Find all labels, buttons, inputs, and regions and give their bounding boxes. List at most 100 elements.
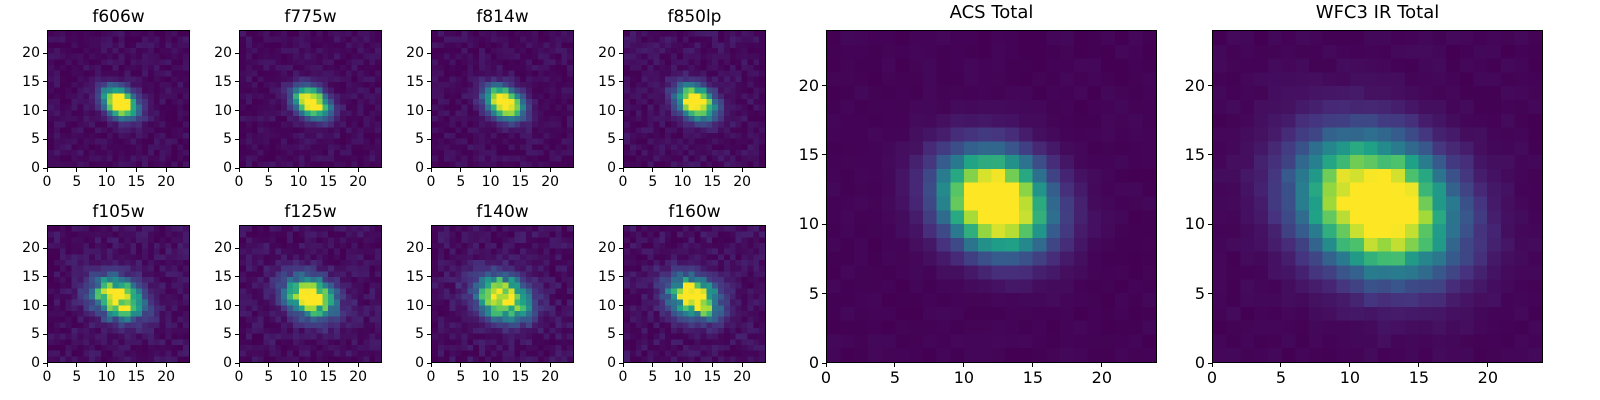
y-tick-label: 10	[406, 102, 424, 119]
y-tick-label: 15	[214, 73, 232, 90]
y-tick-mark	[43, 333, 47, 335]
y-tick-mark	[43, 138, 47, 140]
panel-title-f105w: f105w	[92, 202, 145, 222]
y-tick-label: 5	[223, 131, 232, 148]
heatmap-acs-total	[827, 31, 1156, 362]
y-tick-label: 20	[214, 240, 232, 256]
y-tick-label: 20	[22, 45, 40, 61]
y-tick-mark	[822, 154, 826, 156]
x-tick-label: 10	[289, 369, 308, 385]
x-tick-mark	[1418, 363, 1420, 367]
x-tick-label: 5	[1275, 368, 1287, 387]
y-tick-label: 5	[1194, 283, 1205, 303]
x-tick-label: 20	[733, 174, 752, 190]
y-tick-label: 10	[22, 297, 40, 314]
y-tick-mark	[427, 52, 431, 54]
y-tick-label: 0	[607, 160, 616, 176]
y-tick-mark	[619, 81, 623, 83]
y-tick-mark	[619, 138, 623, 140]
y-tick-mark	[619, 276, 623, 278]
y-tick-mark	[427, 362, 431, 364]
y-tick-label: 15	[798, 144, 819, 164]
x-tick-mark	[135, 168, 137, 172]
plot-f850lp	[623, 30, 766, 168]
x-tick-mark	[741, 168, 743, 172]
x-tick-mark	[135, 363, 137, 367]
panel-title-f814w: f814w	[476, 7, 529, 27]
plot-f125w	[239, 225, 382, 363]
y-tick-label: 5	[415, 131, 424, 148]
y-tick-mark	[235, 362, 239, 364]
plot-acs-total	[826, 30, 1157, 363]
y-tick-label: 10	[214, 102, 232, 119]
x-tick-mark	[894, 363, 896, 367]
x-tick-mark	[519, 363, 521, 367]
y-tick-mark	[43, 305, 47, 306]
x-tick-label: 15	[1022, 368, 1044, 387]
x-tick-label: 0	[426, 369, 436, 385]
y-tick-mark	[822, 362, 826, 364]
x-tick-label: 0	[1206, 368, 1218, 387]
x-tick-label: 15	[127, 369, 146, 385]
x-tick-label: 20	[349, 369, 368, 385]
x-tick-mark	[1349, 363, 1351, 367]
y-tick-mark	[427, 81, 431, 83]
x-tick-mark	[460, 363, 462, 367]
x-tick-label: 10	[97, 369, 116, 385]
x-tick-label: 0	[618, 174, 628, 190]
panel-title-f125w: f125w	[284, 202, 337, 222]
plot-f140w	[431, 225, 574, 363]
y-tick-mark	[619, 52, 623, 54]
y-tick-label: 20	[598, 45, 616, 61]
plot-wfc3-ir-total	[1212, 30, 1543, 363]
x-tick-label: 0	[42, 174, 52, 190]
x-tick-mark	[298, 363, 300, 367]
x-tick-label: 10	[481, 174, 500, 190]
plot-f775w	[239, 30, 382, 168]
y-tick-label: 5	[223, 326, 232, 343]
x-tick-mark	[357, 363, 359, 367]
heatmap-f814w	[432, 31, 573, 167]
x-tick-label: 15	[511, 174, 530, 190]
x-tick-label: 5	[456, 174, 466, 190]
y-tick-mark	[235, 110, 239, 111]
y-tick-label: 15	[22, 268, 40, 285]
x-tick-mark	[711, 363, 713, 367]
x-tick-label: 0	[426, 174, 436, 190]
x-tick-mark	[327, 168, 329, 172]
y-tick-label: 5	[31, 326, 40, 343]
x-tick-mark	[106, 363, 108, 367]
panel-title-f160w: f160w	[668, 202, 721, 222]
x-tick-mark	[652, 168, 654, 172]
y-tick-label: 10	[22, 102, 40, 119]
x-tick-label: 15	[703, 369, 722, 385]
x-tick-label: 20	[157, 369, 176, 385]
y-tick-mark	[43, 276, 47, 278]
x-tick-label: 20	[1091, 368, 1112, 387]
x-tick-mark	[460, 168, 462, 172]
y-tick-mark	[427, 247, 431, 249]
y-tick-mark	[1208, 223, 1212, 225]
x-tick-mark	[1032, 363, 1034, 367]
y-tick-label: 15	[406, 73, 424, 90]
x-tick-label: 5	[72, 174, 82, 190]
x-tick-label: 20	[157, 174, 176, 190]
y-tick-mark	[235, 247, 239, 249]
x-tick-label: 20	[733, 369, 752, 385]
y-tick-label: 20	[22, 240, 40, 256]
y-tick-mark	[43, 247, 47, 249]
x-tick-mark	[357, 168, 359, 172]
x-tick-mark	[430, 363, 432, 367]
x-tick-mark	[1101, 363, 1103, 367]
y-tick-label: 5	[808, 283, 819, 303]
heatmap-f140w	[432, 226, 573, 362]
x-tick-mark	[622, 363, 624, 367]
y-tick-mark	[235, 276, 239, 278]
x-tick-label: 5	[648, 369, 658, 385]
x-tick-mark	[490, 363, 492, 367]
plot-f814w	[431, 30, 574, 168]
y-tick-mark	[619, 110, 623, 111]
y-tick-mark	[427, 167, 431, 169]
y-tick-mark	[43, 110, 47, 111]
